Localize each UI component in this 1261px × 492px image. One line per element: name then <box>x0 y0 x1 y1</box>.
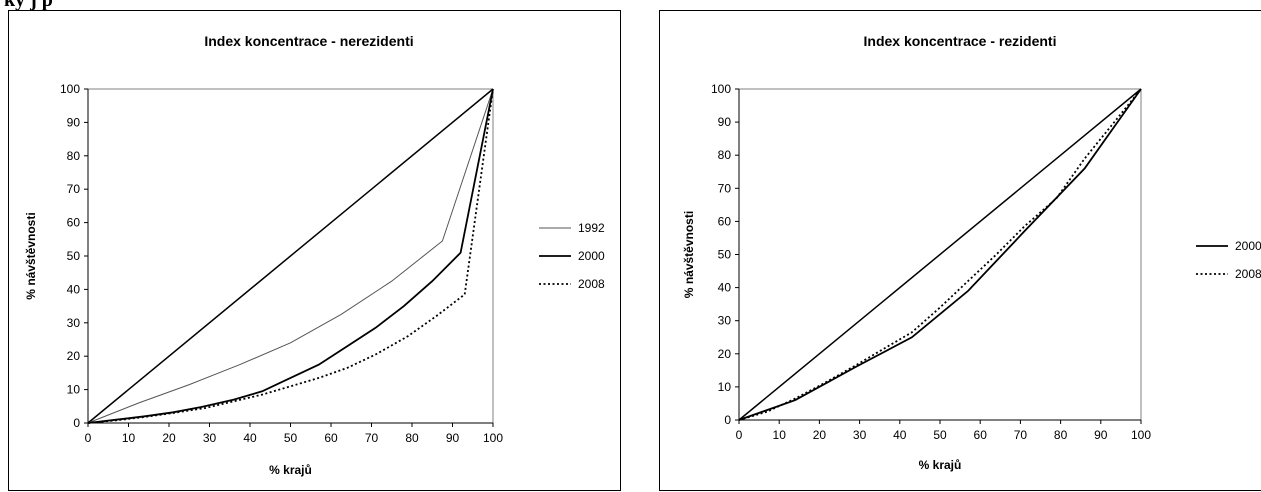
y-tick-label: 30 <box>67 316 81 330</box>
x-tick-label: 70 <box>1014 428 1028 442</box>
x-tick-label: 60 <box>324 431 338 445</box>
x-tick-label: 100 <box>1131 428 1151 442</box>
x-tick-label: 50 <box>284 431 298 445</box>
y-tick-label: 70 <box>718 181 732 195</box>
series-line-2000 <box>738 88 1142 421</box>
legend-label-2008: 2008 <box>1235 267 1261 281</box>
x-tick-label: 0 <box>85 431 92 445</box>
x-tick-label: 60 <box>974 428 988 442</box>
y-tick-label: 20 <box>718 347 732 361</box>
x-tick-label: 90 <box>1094 428 1108 442</box>
x-tick-label: 70 <box>365 431 379 445</box>
chart-residents-svg: Index koncentrace - rezidenti 0 10 20 30 40 50… <box>682 33 1261 472</box>
x-tick-label: 20 <box>813 428 827 442</box>
x-tick-label: 50 <box>933 428 947 442</box>
y-tick-label: 0 <box>73 416 80 430</box>
x-tick-label: 90 <box>446 431 460 445</box>
x-axis-label: % krajů <box>919 458 962 472</box>
y-tick-label: 100 <box>60 82 80 96</box>
equality-line <box>738 88 1142 421</box>
legend-label-2008: 2008 <box>578 277 605 291</box>
legend-label-2000: 2000 <box>578 249 605 263</box>
y-tick-label: 0 <box>724 413 731 427</box>
series-line-1992 <box>87 88 494 424</box>
y-tick-label: 10 <box>67 383 81 397</box>
y-tick-label: 30 <box>718 314 732 328</box>
y-tick-label: 40 <box>67 282 81 296</box>
y-axis-label: % návštěvnosti <box>24 212 38 299</box>
legend-label-1992: 1992 <box>578 221 605 235</box>
equality-line <box>87 88 494 424</box>
y-tick-label: 90 <box>718 115 732 129</box>
y-tick-label: 70 <box>67 182 81 196</box>
y-tick-label: 80 <box>718 148 732 162</box>
x-tick-label: 20 <box>162 431 176 445</box>
x-tick-label: 30 <box>203 431 217 445</box>
y-tick-label: 40 <box>718 281 732 295</box>
x-tick-label: 100 <box>483 431 503 445</box>
chart-residents: Index koncentrace - rezidenti 0 10 20 30 40 50… <box>659 10 1261 491</box>
x-tick-label: 80 <box>1054 428 1068 442</box>
x-tick-label: 10 <box>122 431 136 445</box>
page-header: ky j p <box>4 0 53 11</box>
chart-nonresidents: Index koncentrace - nerezidenti 0 10 20 30 40… <box>8 10 621 491</box>
chart-title: Index koncentrace - rezidenti <box>864 33 1057 49</box>
series-line-2008 <box>738 88 1142 421</box>
x-axis-label: % krajů <box>269 463 312 477</box>
y-tick-label: 60 <box>718 214 732 228</box>
x-tick-label: 10 <box>773 428 787 442</box>
y-tick-label: 10 <box>718 380 732 394</box>
x-tick-label: 0 <box>736 428 743 442</box>
x-tick-label: 40 <box>243 431 257 445</box>
chart-nonresidents-svg: Index koncentrace - nerezidenti 0 10 20 30 40… <box>24 33 605 477</box>
x-tick-label: 40 <box>893 428 907 442</box>
y-tick-label: 90 <box>67 115 81 129</box>
chart-title: Index koncentrace - nerezidenti <box>204 33 413 49</box>
y-tick-label: 100 <box>711 82 731 96</box>
y-tick-label: 80 <box>67 149 81 163</box>
y-axis-label: % návštěvnosti <box>682 211 696 298</box>
y-tick-label: 60 <box>67 216 81 230</box>
y-tick-label: 50 <box>718 248 732 262</box>
y-tick-label: 20 <box>67 349 81 363</box>
x-tick-label: 30 <box>853 428 867 442</box>
legend-label-2000: 2000 <box>1235 239 1261 253</box>
y-tick-label: 50 <box>67 249 81 263</box>
x-tick-label: 80 <box>405 431 419 445</box>
series-line-2000 <box>87 88 494 424</box>
